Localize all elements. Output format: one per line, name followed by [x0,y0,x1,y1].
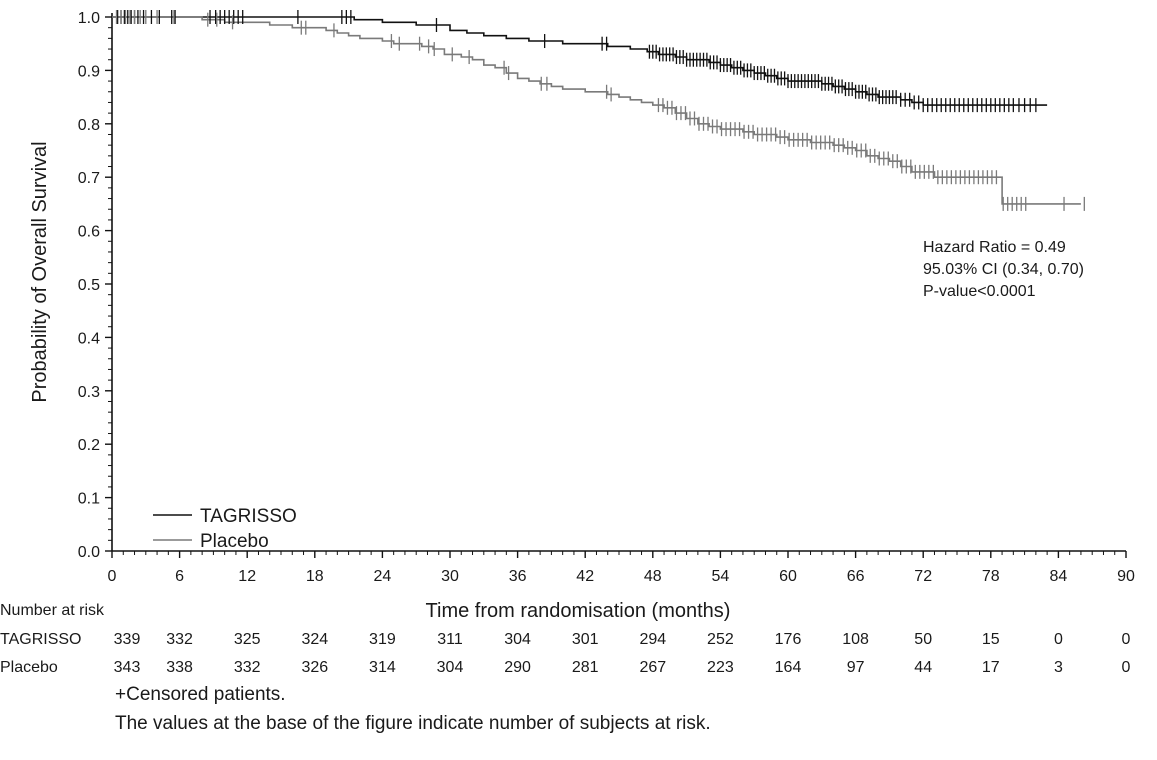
risk-table-header: Number at risk [0,602,105,619]
y-tick-label: 0.6 [78,224,100,241]
x-tick-label: 78 [982,568,1000,585]
legend-label-tagrisso: TAGRISSO [200,506,297,527]
risk-value: 304 [504,631,531,648]
y-tick-label: 0.4 [78,330,100,347]
confidence-interval-text: 95.03% CI (0.34, 0.70) [923,261,1084,278]
risk-value: 332 [166,631,193,648]
legend: TAGRISSO Placebo [153,506,297,552]
y-tick-label: 0.2 [78,437,100,454]
curves [112,16,1081,205]
y-tick-label: 0.8 [78,117,100,134]
risk-value: 301 [572,631,599,648]
y-tick-label: 1.0 [78,10,100,27]
y-axis-title: Probability of Overall Survival [29,141,51,402]
risk-table: Number at risk TAGRISSO Placebo 339 332 32… [0,602,1131,676]
risk-value: 3 [1054,659,1063,676]
footnote-at-risk: The values at the base of the figure ind… [115,713,711,734]
x-tick-label: 60 [779,568,797,585]
risk-value: 0 [1122,631,1131,648]
risk-value: 0 [1122,659,1131,676]
risk-value: 343 [114,659,141,676]
risk-value: 0 [1054,631,1063,648]
risk-values: 339 332 325 324 319 311 304 301 294 252 176 108 50 15… [114,631,1131,676]
curve-tagrisso [112,16,1048,106]
x-tick-label: 84 [1050,568,1068,585]
y-tick-label: 0.5 [78,277,100,294]
x-tick-label: 36 [509,568,527,585]
footnote-censored: +Censored patients. [115,684,286,705]
curve-placebo [112,16,1081,205]
risk-value: 164 [775,659,802,676]
risk-value: 339 [114,631,141,648]
censor-marks [115,10,1085,211]
risk-value: 314 [369,659,396,676]
axes: 0.0 0.1 0.2 0.3 0.4 0.5 0.6 0.7 0.8 0.9 1.0 0 6 12 18 2… [78,10,1135,585]
risk-value: 304 [437,659,464,676]
y-tick-label: 0.9 [78,63,100,80]
footnotes: +Censored patients. The values at the ba… [115,684,711,734]
risk-value: 281 [572,659,599,676]
risk-row-label-placebo: Placebo [0,659,58,676]
risk-value: 326 [301,659,328,676]
y-tick-label: 0.0 [78,544,100,561]
x-tick-label: 54 [712,568,730,585]
y-tick-label: 0.3 [78,384,100,401]
risk-value: 332 [234,659,261,676]
x-tick-label: 72 [914,568,932,585]
risk-value: 290 [504,659,531,676]
risk-value: 319 [369,631,396,648]
risk-row-label-tagrisso: TAGRISSO [0,631,82,648]
risk-value: 97 [847,659,865,676]
risk-value: 108 [842,631,869,648]
risk-value: 324 [301,631,328,648]
risk-value: 50 [914,631,932,648]
risk-value: 311 [437,631,463,648]
x-tick-label: 66 [847,568,865,585]
x-tick-label: 48 [644,568,662,585]
x-tick-label: 30 [441,568,459,585]
risk-value: 338 [166,659,193,676]
x-tick-label: 18 [306,568,324,585]
x-axis-title: Time from randomisation (months) [426,600,731,622]
risk-value: 17 [982,659,1000,676]
x-tick-label: 42 [576,568,594,585]
risk-value: 44 [914,659,932,676]
legend-label-placebo: Placebo [200,531,269,552]
y-tick-label: 0.7 [78,170,100,187]
x-tick-label: 90 [1117,568,1135,585]
x-tick-label: 6 [175,568,184,585]
hazard-ratio-text: Hazard Ratio = 0.49 [923,239,1066,256]
risk-value: 176 [775,631,802,648]
risk-value: 223 [707,659,734,676]
x-tick-label: 0 [108,568,117,585]
x-tick-label: 24 [374,568,392,585]
risk-value: 294 [639,631,666,648]
risk-value: 252 [707,631,734,648]
stats-annotation: Hazard Ratio = 0.49 95.03% CI (0.34, 0.7… [923,239,1084,300]
x-tick-label: 12 [238,568,256,585]
risk-value: 325 [234,631,261,648]
risk-value: 15 [982,631,1000,648]
p-value-text: P-value<0.0001 [923,283,1036,300]
risk-value: 267 [639,659,666,676]
y-tick-label: 0.1 [78,491,100,508]
